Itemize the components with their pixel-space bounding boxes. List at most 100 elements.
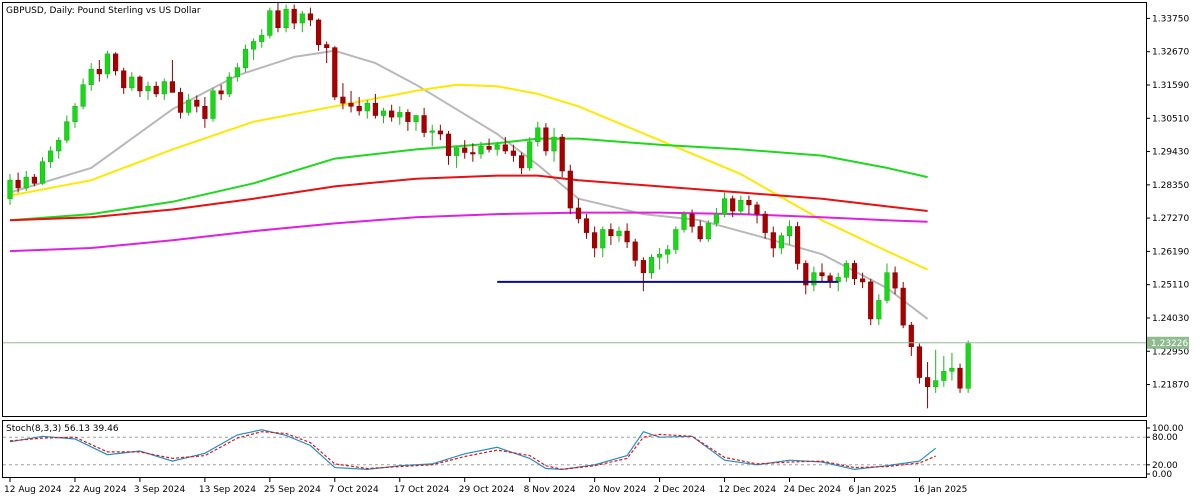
candle [933, 349, 939, 393]
candle [859, 272, 866, 289]
bearish-candle-body [900, 287, 906, 326]
price-tick-label: 1.28350 [1152, 181, 1189, 191]
bullish-candle-body [129, 76, 135, 89]
bullish-candle-body [673, 229, 679, 250]
date-tick-label: 6 Jan 2025 [848, 485, 896, 495]
bullish-candle-body [786, 226, 793, 236]
date-tick-label: 12 Dec 2024 [719, 485, 777, 495]
candle [738, 195, 744, 215]
candle [762, 211, 768, 239]
candle [299, 10, 305, 33]
candle [713, 207, 719, 227]
price-pane-frame [2, 2, 1147, 417]
bearish-candle-body [746, 200, 752, 206]
stochastic-tick-label: 80.00 [1152, 433, 1178, 443]
candle [908, 321, 914, 356]
candle [47, 146, 54, 168]
stochastic-tick-label: 100.00 [1152, 424, 1184, 434]
bullish-candle-body [949, 367, 955, 372]
candles [7, 3, 971, 409]
bearish-candle-body [591, 232, 598, 249]
bearish-candle-body [291, 8, 297, 24]
candle [583, 214, 590, 239]
candle [624, 223, 630, 249]
candle [453, 146, 460, 168]
candle [315, 18, 322, 51]
bullish-candle-body [705, 223, 711, 240]
candle [372, 93, 379, 119]
candle [819, 263, 825, 282]
bullish-candle-body [721, 198, 728, 215]
bullish-candle-body [843, 263, 849, 278]
bullish-candle-body [145, 85, 151, 92]
candle [608, 223, 614, 245]
bearish-candle-body [307, 13, 314, 21]
candle [202, 97, 208, 128]
bearish-candle-body [762, 213, 768, 233]
bearish-candle-body [868, 281, 874, 320]
date-tick-label: 13 Sep 2024 [199, 485, 256, 495]
date-tick-label: 20 Nov 2024 [589, 485, 647, 495]
moving-average-line-4 [9, 211, 928, 253]
candle [405, 109, 411, 131]
candle [705, 220, 711, 242]
bearish-candle-body [924, 377, 931, 387]
bullish-candle-body [494, 144, 500, 150]
candle [56, 137, 62, 159]
bullish-candle-body [80, 84, 86, 107]
bullish-candle-body [429, 130, 435, 133]
date-axis: 12 Aug 2024 22 Aug 2024 3 Sep 2024 13 Sep 2… [4, 478, 967, 495]
bearish-candle-body [15, 179, 21, 189]
candle [169, 60, 176, 93]
bullish-candle-body [47, 150, 54, 162]
candle [194, 95, 200, 113]
bearish-candle-body [324, 44, 330, 48]
bullish-candle-body [965, 343, 971, 389]
bullish-candle-body [778, 235, 784, 249]
bearish-candle-body [218, 90, 224, 95]
candle [324, 41, 330, 64]
bearish-candle-body [730, 198, 736, 212]
candle [551, 127, 557, 162]
price-tick-label: 1.30510 [1152, 114, 1189, 124]
moving-average-line-2 [9, 137, 928, 222]
candle [218, 84, 224, 101]
candle [786, 220, 793, 245]
candle [900, 281, 906, 329]
bullish-candle-body [364, 102, 370, 112]
candle [567, 164, 573, 215]
candle [591, 226, 598, 258]
current-price-label: 1.23226 [1151, 339, 1188, 349]
bearish-candle-body [583, 218, 590, 233]
bullish-candle-body [535, 127, 541, 143]
bullish-candle-body [251, 41, 257, 50]
candle [88, 63, 94, 91]
bullish-candle-body [283, 8, 289, 28]
bearish-candle-body [819, 272, 825, 277]
candle [502, 137, 508, 155]
candle [794, 221, 801, 270]
stochastic-pane-frame [2, 420, 1147, 478]
bullish-candle-body [161, 81, 167, 95]
candle [884, 263, 890, 304]
date-tick-label: 3 Sep 2024 [134, 485, 186, 495]
candle [267, 7, 273, 39]
price-pane[interactable]: GBPUSD, Daily: Pound Sterling vs US Doll… [2, 2, 1147, 417]
bearish-candle-body [445, 133, 452, 156]
bearish-candle-body [340, 96, 346, 104]
candle [462, 140, 468, 159]
candle [681, 211, 687, 233]
candle [656, 248, 663, 270]
candle [949, 352, 955, 381]
bullish-candle-body [876, 300, 882, 320]
candle [242, 44, 249, 73]
candle [470, 143, 476, 162]
bullish-candle-body [941, 370, 947, 381]
stochastic-pane[interactable]: Stoch(8,3,3) 56.13 39.46 [2, 420, 1147, 478]
moving-average-line-0 [9, 49, 929, 320]
date-tick-label: 2 Dec 2024 [654, 485, 706, 495]
price-tick-label: 1.22950 [1152, 347, 1189, 357]
bearish-candle-body [356, 106, 362, 112]
bullish-candle-body [397, 112, 403, 118]
